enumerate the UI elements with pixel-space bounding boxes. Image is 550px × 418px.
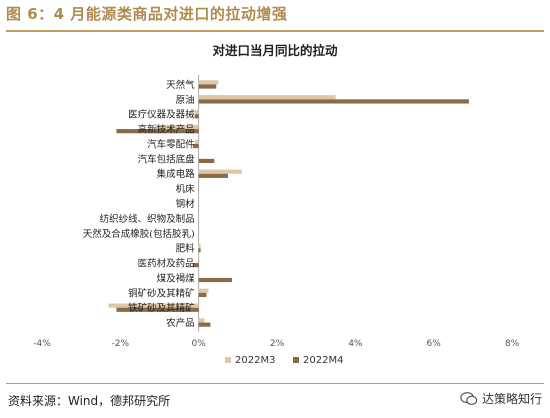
category-label: 高新技术产品 — [138, 124, 195, 136]
wechat-icon — [460, 392, 478, 405]
bar-chart: 对进口当月同比的拉动 天然气原油医疗仪器及器械高新技术产品汽车零配件汽车包括底盘… — [33, 43, 520, 366]
category-label: 原油 — [176, 94, 195, 106]
bar-2022M4-6 — [198, 173, 229, 178]
bar-2022M4-12 — [192, 263, 199, 268]
legend-label: 2022M3 — [235, 355, 275, 366]
bar-2022M3-2 — [194, 110, 199, 115]
category-label: 医药材及药品 — [138, 258, 195, 270]
x-tick-label: 8% — [505, 339, 520, 349]
bar-2022M3-16 — [198, 318, 205, 323]
bar-2022M3-1 — [198, 95, 336, 100]
category-label: 肥料 — [176, 243, 196, 255]
bar-2022M4-13 — [198, 277, 232, 283]
legend-swatch — [225, 357, 231, 363]
x-tick-label: -2% — [112, 339, 130, 349]
category-label: 铁矿砂及其精矿 — [128, 302, 195, 314]
bar-2022M4-11 — [198, 248, 201, 253]
category-label: 钢材 — [176, 198, 196, 210]
bar-2022M4-16 — [198, 322, 211, 327]
title-divider — [6, 30, 544, 32]
brand-mark: 达策略知行 — [460, 390, 542, 407]
category-label: 集成电路 — [157, 168, 196, 180]
x-tick-label: 6% — [427, 339, 442, 349]
category-label: 农产品 — [166, 317, 195, 329]
source-divider — [6, 383, 544, 384]
category-label: 煤及褐煤 — [157, 272, 196, 284]
brand-name: 达策略知行 — [481, 392, 542, 406]
bar-2022M3-14 — [198, 288, 209, 293]
category-label: 机床 — [176, 183, 196, 195]
category-label: 铜矿砂及其精矿 — [128, 287, 195, 299]
figure-title: 图 6：4 月能源类商品对进口的拉动增强 — [6, 5, 288, 23]
x-tick-label: 0% — [192, 339, 207, 349]
legend-label: 2022M4 — [303, 355, 343, 366]
category-label: 纺织纱线、织物及制品 — [100, 213, 195, 225]
x-tick-label: 4% — [348, 339, 363, 349]
bar-2022M3-3 — [155, 124, 199, 130]
category-label: 医疗仪器及器械 — [128, 109, 195, 121]
category-label: 汽车零配件 — [147, 138, 195, 150]
bar-2022M4-14 — [198, 292, 207, 297]
bar-2022M3-6 — [198, 169, 242, 174]
bar-2022M4-4 — [192, 143, 199, 149]
category-label: 汽车包括底盘 — [138, 153, 196, 165]
bar-2022M3-0 — [198, 80, 219, 85]
bar-2022M3-11 — [198, 243, 201, 249]
bar-2022M4-0 — [198, 84, 217, 89]
bar-2022M4-2 — [194, 114, 199, 119]
x-tick-label: -4% — [33, 339, 51, 349]
bar-2022M3-15 — [108, 303, 199, 308]
x-tick-label: 2% — [270, 339, 285, 349]
legend-swatch — [293, 357, 299, 363]
chart-title: 对进口当月同比的拉动 — [212, 43, 338, 58]
bar-2022M4-1 — [198, 99, 469, 104]
bar-2022M4-3 — [116, 129, 199, 134]
category-label: 天然及合成橡胶(包括胶乳) — [83, 228, 195, 240]
bar-2022M4-15 — [116, 307, 199, 312]
source-note: 资料来源：Wind，德邦研究所 — [8, 394, 171, 408]
bar-2022M4-5 — [198, 158, 215, 164]
bar-2022M3-4 — [194, 139, 199, 144]
category-label: 天然气 — [166, 79, 195, 91]
